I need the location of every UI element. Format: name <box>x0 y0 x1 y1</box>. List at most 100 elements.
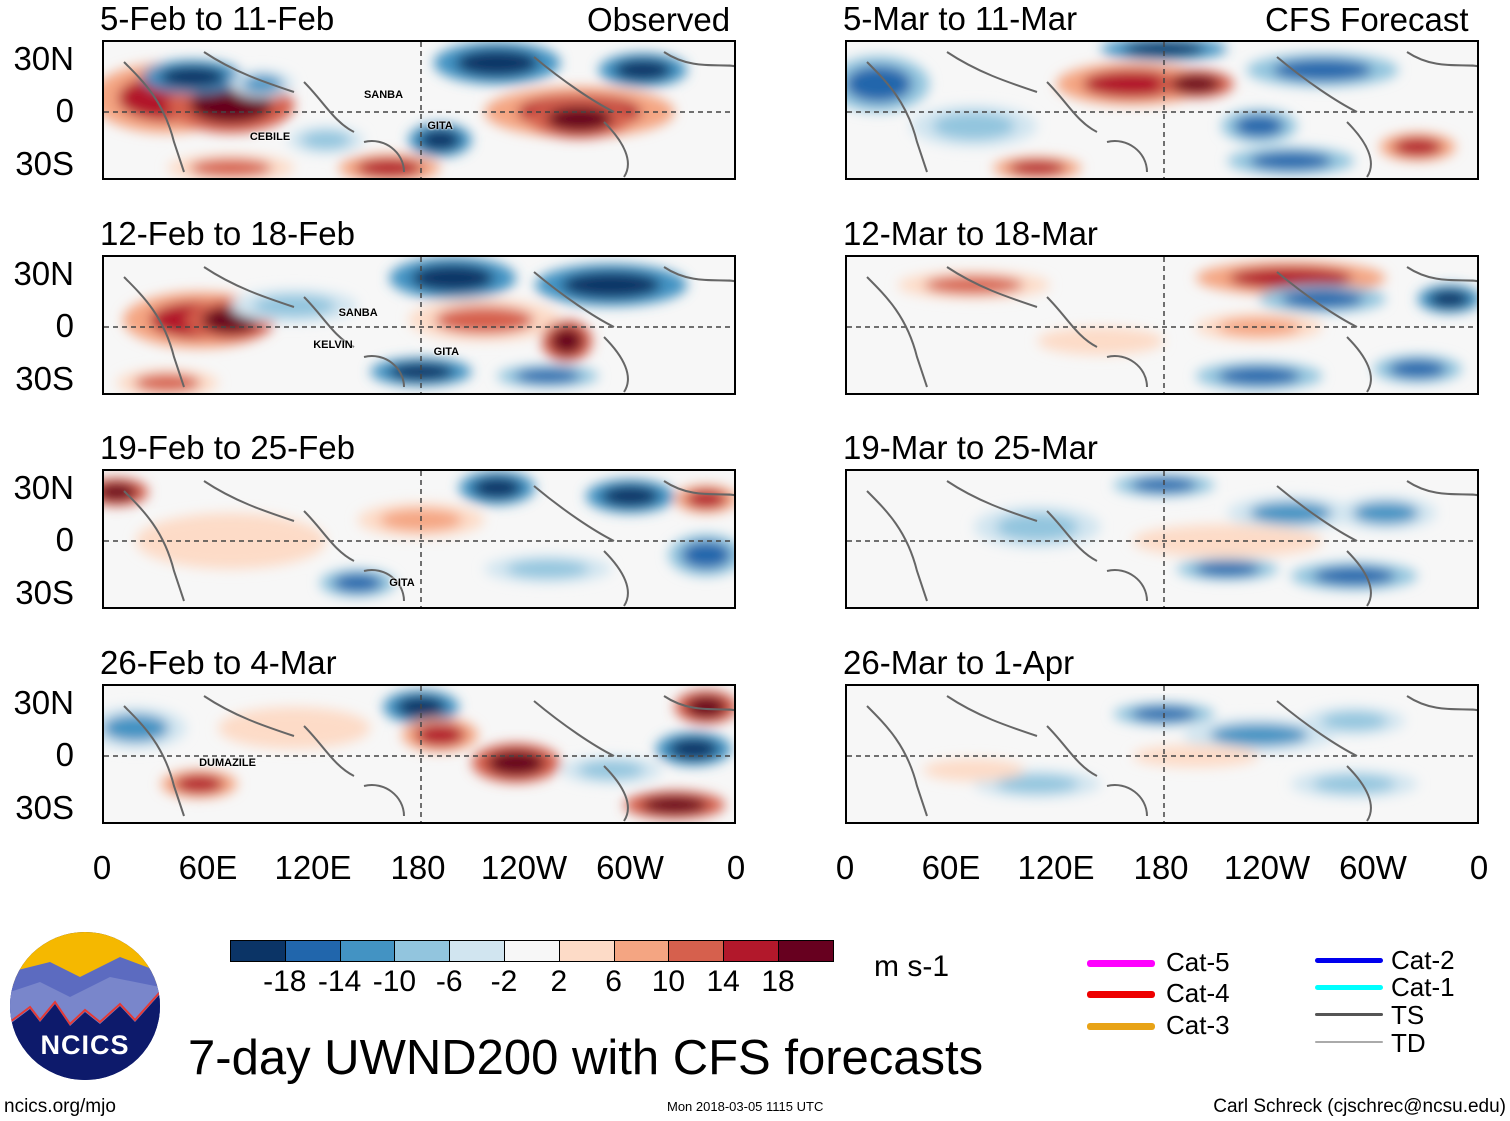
wind-anomaly-blob <box>668 738 719 760</box>
wind-anomaly-blob <box>1428 289 1470 309</box>
wind-anomaly-blob <box>1249 151 1333 171</box>
latitude-label: 30N <box>13 40 74 77</box>
wind-anomaly-blob <box>1217 366 1301 386</box>
coastline <box>866 51 1477 178</box>
wind-anomaly-blob <box>924 275 1024 295</box>
logo-text: NCICS <box>40 1030 130 1060</box>
colorbar-tick-label: 18 <box>761 965 795 998</box>
colorbar-swatch <box>339 940 396 962</box>
wind-anomaly-blob <box>1312 774 1396 794</box>
wind-anomaly-blob <box>578 760 645 780</box>
wind-anomaly-blob <box>419 129 461 151</box>
wind-anomaly-blob <box>685 696 727 718</box>
footer-website: ncics.org/mjo <box>4 1096 116 1117</box>
longitude-label: 120W <box>480 849 568 886</box>
wind-map-panel: SANBA KELVIN GITA <box>102 255 736 395</box>
footer-author: Carl Schreck (cjschrec@ncsu.edu) <box>1213 1096 1506 1117</box>
longitude-label: 0 <box>92 849 112 886</box>
longitude-label: 180 <box>390 849 446 886</box>
legend-label: Cat-3 <box>1166 1010 1230 1040</box>
wind-anomaly-blob <box>1059 331 1142 351</box>
legend-line-cat-1 <box>1315 985 1383 990</box>
wind-anomaly-blob <box>506 559 590 579</box>
longitude-label: 120W <box>1223 849 1311 886</box>
wind-anomaly-field <box>847 257 1477 393</box>
wind-anomaly-blob <box>472 476 522 499</box>
latitude-label: 30N <box>13 255 74 292</box>
legend-line-td <box>1315 1041 1383 1043</box>
legend-label: Cat-5 <box>1166 947 1230 977</box>
observed-header: Observed <box>587 1 731 38</box>
wind-anomaly-blob <box>104 714 169 742</box>
wind-anomaly-blob <box>434 306 534 334</box>
wind-map-panel <box>845 255 1479 395</box>
longitude-label: 120E <box>274 849 352 886</box>
wind-anomaly-field <box>847 42 1477 178</box>
wind-anomaly-blob <box>546 106 613 132</box>
wind-anomaly-blob <box>1217 317 1301 337</box>
colorbar-tick-label: 6 <box>605 965 622 998</box>
coastline <box>123 266 734 393</box>
wind-anomaly-blob <box>561 271 661 299</box>
wind-anomaly-blob <box>1228 267 1353 289</box>
storm-label: GITA <box>427 120 453 132</box>
wind-anomaly-blob <box>411 264 494 292</box>
wind-anomaly-blob <box>681 541 732 569</box>
storm-label: SANBA <box>363 89 404 102</box>
footer-timestamp: Mon 2018-03-05 1115 UTC <box>667 1099 824 1114</box>
storm-label: SANBA <box>338 307 378 319</box>
wind-anomaly-blob <box>301 130 351 150</box>
colorbar-tick-label: 14 <box>706 965 740 998</box>
wind-anomaly-blob <box>1234 115 1284 137</box>
wind-anomaly-blob <box>514 368 581 384</box>
latitude-label: 0 <box>55 736 74 773</box>
panel-title: 12-Feb to 18-Feb <box>100 215 355 252</box>
longitude-label: 0 <box>1469 849 1489 886</box>
wind-anomaly-blob <box>550 327 584 355</box>
colorbar-tick-label: -14 <box>317 965 362 998</box>
wind-anomaly-blob <box>940 762 1007 778</box>
wind-anomaly-blob <box>174 774 224 794</box>
wind-anomaly-blob <box>601 485 660 508</box>
wind-map-panel <box>845 684 1479 824</box>
wind-anomaly-blob <box>1281 289 1364 309</box>
panel-title: 19-Mar to 25-Mar <box>843 429 1098 466</box>
wind-anomaly-blob <box>1194 561 1261 577</box>
colorbar-tick-label: 2 <box>550 965 568 998</box>
wind-anomaly-blob <box>1209 724 1309 746</box>
latitude-label: 30N <box>13 684 74 721</box>
colorbar-tick-label: -6 <box>435 965 463 998</box>
wind-anomaly-field <box>104 42 734 178</box>
wind-anomaly-field <box>847 686 1477 822</box>
legend-label: TD <box>1391 1028 1426 1058</box>
latitude-label: 0 <box>55 521 74 558</box>
longitude-label: 120E <box>1017 849 1095 886</box>
wind-map-panel <box>845 469 1479 609</box>
wind-anomaly-blob <box>1321 711 1388 731</box>
colorbar-swatch <box>613 940 670 962</box>
storm-label: CEBILE <box>249 131 291 144</box>
longitude-label: 0 <box>835 849 855 886</box>
coastline <box>866 266 1477 393</box>
colorbar-swatch <box>394 940 451 962</box>
panel-title: 5-Feb to 11-Feb <box>100 0 335 37</box>
colorbar-swatch <box>230 940 286 962</box>
wind-anomaly-blob <box>241 74 284 94</box>
wind-anomaly-blob <box>847 65 912 103</box>
wind-anomaly-blob <box>1352 502 1419 524</box>
wind-anomaly-blob <box>932 112 1016 140</box>
wind-anomaly-blob <box>1249 502 1333 524</box>
wind-anomaly-blob <box>487 750 545 776</box>
longitude-label: 60W <box>596 849 664 886</box>
latitude-label: 30S <box>15 574 74 611</box>
wind-map-panel <box>845 40 1479 180</box>
colorbar-swatch <box>504 940 560 962</box>
longitude-label: 180 <box>1133 849 1189 886</box>
storm-label: DUMAZILE <box>199 757 256 769</box>
colorbar-tick-label: -18 <box>263 965 307 998</box>
figure-title: 7-day UWND200 with CFS forecasts <box>188 1031 984 1085</box>
wind-anomaly-blob <box>1008 160 1067 176</box>
storm-label: GITA <box>433 346 460 359</box>
wind-anomaly-field <box>104 686 734 822</box>
wind-anomaly-blob <box>1082 70 1182 98</box>
